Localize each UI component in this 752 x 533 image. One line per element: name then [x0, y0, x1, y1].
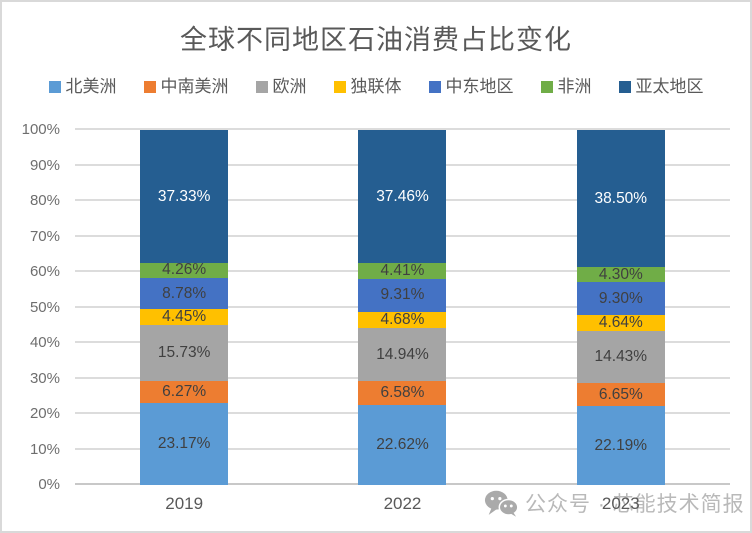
- y-tick-label: 100%: [21, 121, 60, 138]
- data-label: 4.45%: [162, 308, 207, 326]
- data-label: 8.78%: [162, 284, 207, 302]
- legend-item-2: 中南美洲: [143, 77, 229, 96]
- bar-segment-北美洲-2022: 22.62%: [358, 404, 447, 485]
- data-label: 15.73%: [157, 343, 211, 361]
- data-label: 37.46%: [376, 187, 429, 205]
- y-axis-tick-labels: 0% 10% 20% 30% 40% 50% 60% 70% 80% 90% 100%: [2, 122, 64, 492]
- bar-segment-中南美洲-2023: 6.65%: [576, 382, 665, 407]
- legend-label: 中南美洲: [160, 77, 229, 96]
- y-tick-label: 10%: [29, 440, 60, 458]
- watermark-text: 公众号 · 芯能技术简报: [525, 493, 745, 516]
- bar-segment-北美洲-2023: 22.19%: [576, 406, 665, 485]
- y-tick-label: 50%: [29, 298, 60, 316]
- data-label: 22.19%: [594, 436, 648, 454]
- y-tick-label: 80%: [29, 192, 60, 209]
- legend-swatch: [540, 80, 553, 93]
- legend-item-5: 中东地区: [428, 77, 514, 96]
- legend-label: 亚太地区: [635, 77, 704, 96]
- legend-item-4: 独联体: [333, 77, 402, 96]
- y-tick-label: 20%: [29, 405, 60, 422]
- y-tick-label: 70%: [29, 227, 60, 245]
- data-label: 6.65%: [598, 385, 643, 403]
- data-label: 4.64%: [598, 314, 643, 332]
- bar-2019: 23.17% 6.27% 15.73% 4.45% 8.78% 4.26% 37.33%: [140, 130, 229, 485]
- data-label: 6.58%: [380, 384, 425, 402]
- legend-label: 非洲: [557, 77, 592, 96]
- bar-2023: 22.19% 6.65% 14.43% 4.64% 9.30% 4.30% 38.50%: [576, 130, 665, 485]
- x-axis-labels: 2019 2022 2023: [75, 494, 730, 514]
- plot-area: 23.17% 6.27% 15.73% 4.45% 8.78% 4.26% 37.33% 22…: [75, 128, 730, 485]
- data-label: 14.43%: [594, 348, 648, 366]
- legend: 北美洲 中南美洲 欧洲 独联体 中东地区 非洲 亚太地区: [2, 78, 750, 95]
- wechat-icon: [484, 490, 518, 517]
- data-label: 23.17%: [157, 435, 211, 453]
- legend-label: 中东地区: [445, 77, 514, 96]
- data-label: 6.27%: [162, 382, 207, 400]
- bar-segment-亚太地区-2023: 38.50%: [576, 130, 665, 267]
- data-label: 4.26%: [162, 261, 207, 279]
- bar-segment-北美洲-2019: 23.17%: [140, 402, 229, 485]
- bar-series-group: 23.17% 6.27% 15.73% 4.45% 8.78% 4.26% 37.33% 22…: [75, 130, 730, 485]
- bar-segment-欧洲-2019: 15.73%: [140, 324, 229, 381]
- y-tick-label: 60%: [29, 263, 60, 280]
- bar-segment-亚太地区-2019: 37.33%: [140, 130, 229, 263]
- legend-swatch: [255, 80, 268, 93]
- y-tick-label: 30%: [29, 369, 60, 387]
- bar-segment-中南美洲-2022: 6.58%: [358, 381, 447, 405]
- bar-segment-中东地区-2023: 9.30%: [576, 281, 665, 315]
- data-label: 4.68%: [380, 311, 425, 329]
- data-label: 4.30%: [598, 265, 643, 283]
- legend-swatch: [428, 80, 441, 93]
- data-label: 38.50%: [594, 189, 648, 207]
- legend-item-3: 欧洲: [255, 77, 307, 96]
- bar-segment-非洲-2019: 4.26%: [140, 261, 229, 279]
- legend-item-7: 亚太地区: [618, 77, 704, 96]
- watermark: 公众号 · 芯能技术简报: [484, 488, 745, 518]
- bar-segment-中东地区-2022: 9.31%: [358, 278, 447, 312]
- data-label: 9.30%: [598, 289, 643, 307]
- legend-swatch: [618, 80, 631, 93]
- bar-segment-非洲-2022: 4.41%: [358, 262, 447, 280]
- legend-swatch: [48, 80, 61, 93]
- bar-segment-独联体-2023: 4.64%: [576, 314, 665, 332]
- y-tick-label: 0%: [38, 476, 60, 493]
- data-label: 4.41%: [380, 262, 425, 280]
- x-axis-label-2019: 2019: [165, 494, 204, 513]
- legend-label: 独联体: [350, 77, 402, 96]
- bar-segment-非洲-2023: 4.30%: [576, 265, 665, 283]
- legend-swatch: [333, 80, 346, 93]
- bar-segment-中东地区-2019: 8.78%: [140, 277, 229, 309]
- y-tick-label: 90%: [29, 156, 60, 174]
- data-label: 14.94%: [376, 346, 429, 364]
- x-axis-label-2023: 2023: [601, 494, 640, 513]
- chart-title: 全球不同地区石油消费占比变化: [180, 25, 572, 55]
- legend-item-1: 北美洲: [48, 77, 117, 96]
- bar-segment-欧洲-2023: 14.43%: [576, 331, 665, 383]
- data-label: 9.31%: [380, 286, 425, 304]
- gridline: [75, 128, 730, 130]
- bar-segment-独联体-2022: 4.68%: [358, 311, 447, 329]
- data-label: 37.33%: [157, 187, 211, 205]
- legend-label: 北美洲: [65, 77, 117, 96]
- bar-segment-欧洲-2022: 14.94%: [358, 328, 447, 382]
- bar-segment-亚太地区-2022: 37.46%: [358, 130, 447, 264]
- y-tick-label: 40%: [29, 334, 60, 351]
- data-label: 22.62%: [376, 436, 429, 454]
- x-axis-label-2022: 2022: [383, 494, 422, 513]
- legend-label: 欧洲: [272, 77, 307, 96]
- legend-item-6: 非洲: [540, 77, 592, 96]
- bar-segment-独联体-2019: 4.45%: [140, 308, 229, 326]
- bar-2022: 22.62% 6.58% 14.94% 4.68% 9.31% 4.41% 37.46%: [358, 130, 447, 485]
- legend-swatch: [143, 80, 156, 93]
- bar-segment-中南美洲-2019: 6.27%: [140, 380, 229, 403]
